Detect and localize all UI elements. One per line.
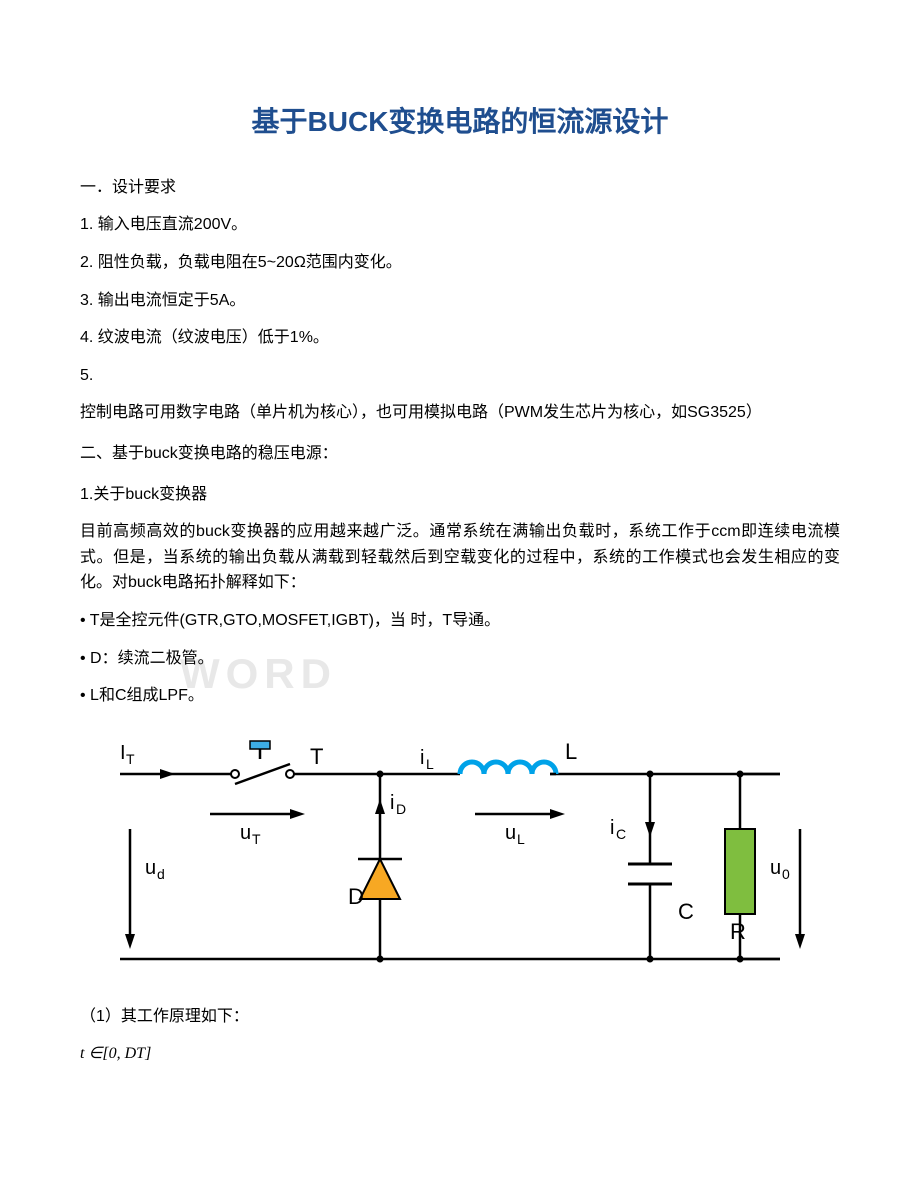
ud-arrow — [125, 829, 135, 949]
label-u0: u — [770, 857, 781, 879]
label-R: R — [730, 919, 746, 944]
label-ud: u — [145, 857, 156, 879]
label-IT-sub: T — [126, 751, 135, 767]
inductor-symbol — [460, 762, 556, 774]
label-uL-sub: L — [517, 831, 525, 847]
label-u0-sub: 0 — [782, 866, 790, 882]
section2-paragraph: 目前高频高效的buck变换器的应用越来越广泛。通常系统在满输出负载时，系统工作于… — [80, 519, 840, 596]
label-iD: i — [390, 792, 394, 814]
label-uL: u — [505, 822, 516, 844]
bullet-3: • L和C组成LPF。 — [80, 683, 840, 709]
requirement-2: 2. 阻性负载，负载电阻在5~20Ω范围内变化。 — [80, 250, 840, 276]
requirement-5-number: 5. — [80, 363, 840, 389]
label-D: D — [348, 884, 364, 909]
section2-heading: 二、基于buck变换电路的稳压电源： — [80, 441, 840, 467]
circuit-diagram: I T T i L L u T i D u L i C u d D C R u … — [80, 729, 840, 989]
label-uT-sub: T — [252, 831, 261, 847]
label-L: L — [565, 739, 577, 764]
label-T: T — [310, 744, 323, 769]
label-ud-sub: d — [157, 866, 165, 882]
ul-arrow — [475, 809, 565, 819]
label-uT: u — [240, 822, 251, 844]
requirement-3: 3. 输出电流恒定于5A。 — [80, 288, 840, 314]
label-C: C — [678, 899, 694, 924]
label-iC: i — [610, 817, 614, 839]
section1-heading: 一．设计要求 — [80, 175, 840, 201]
section2-subheading: 1.关于buck变换器 — [80, 482, 840, 508]
document-title: 基于BUCK变换电路的恒流源设计 — [80, 100, 840, 145]
requirement-4: 4. 纹波电流（纹波电压）低于1%。 — [80, 325, 840, 351]
bullet-2: • D：续流二极管。 — [80, 646, 840, 672]
resistor-symbol — [725, 829, 755, 914]
capacitor-symbol — [628, 864, 672, 884]
bullet-1: • T是全控元件(GTR,GTO,MOSFET,IGBT)，当 时，T导通。 — [80, 608, 840, 634]
label-IT: I — [120, 742, 126, 764]
ut-arrow — [210, 809, 305, 819]
label-iL-sub: L — [426, 756, 434, 772]
requirement-1: 1. 输入电压直流200V。 — [80, 212, 840, 238]
u0-arrow — [795, 829, 805, 949]
diode-symbol — [358, 859, 402, 899]
requirement-5-text: 控制电路可用数字电路（单片机为核心），也可用模拟电路（PWM发生芯片为核心，如S… — [80, 400, 840, 426]
principle-heading: （1）其工作原理如下： — [80, 1004, 840, 1030]
transistor-symbol — [210, 741, 310, 784]
label-iL: i — [420, 747, 424, 769]
label-iD-sub: D — [396, 801, 406, 817]
label-iC-sub: C — [616, 826, 626, 842]
formula-t: t ∈[0, DT] — [80, 1041, 840, 1067]
